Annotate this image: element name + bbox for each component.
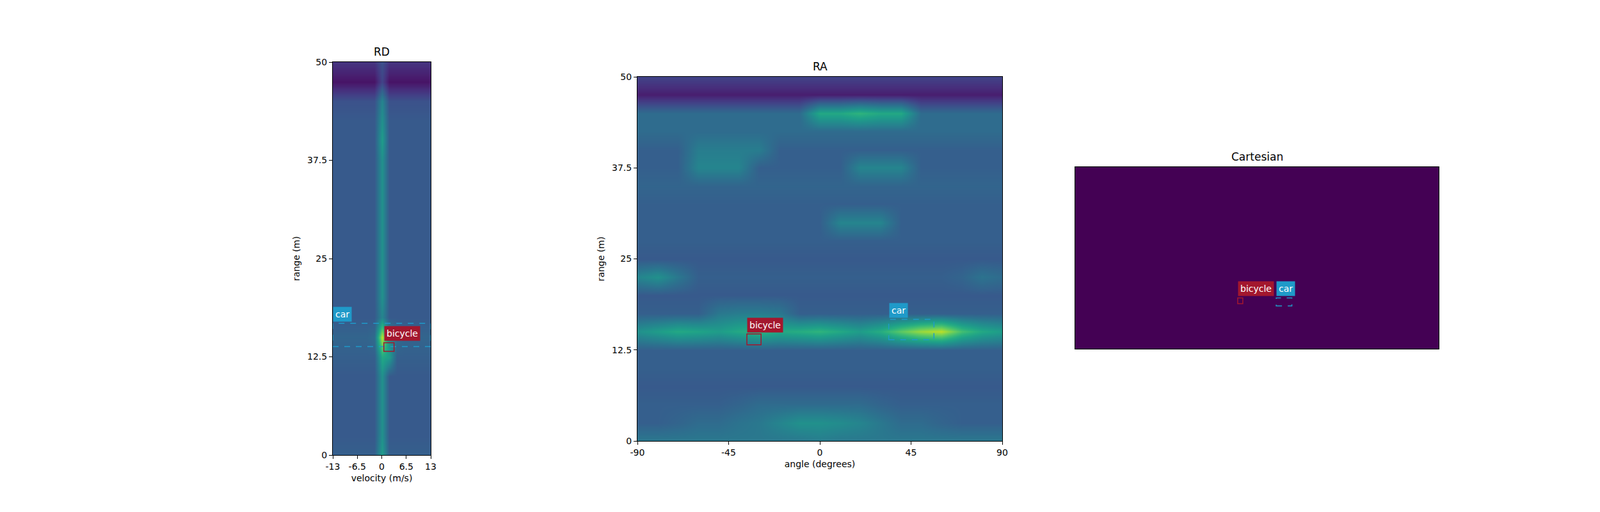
svg-text:car: car (1278, 283, 1293, 294)
svg-text:range (m): range (m) (595, 236, 607, 282)
svg-text:50: 50 (620, 71, 632, 82)
svg-text:0: 0 (321, 449, 328, 461)
svg-text:0: 0 (625, 435, 632, 447)
svg-text:velocity (m/s): velocity (m/s) (351, 472, 413, 484)
svg-text:bicycle: bicycle (749, 320, 781, 331)
svg-text:bicycle: bicycle (1240, 283, 1272, 294)
svg-text:-45: -45 (721, 447, 736, 458)
svg-text:0: 0 (817, 447, 824, 458)
svg-text:0: 0 (378, 461, 385, 472)
svg-text:RD: RD (373, 45, 390, 59)
svg-text:range (m): range (m) (291, 236, 302, 281)
svg-text:45: 45 (905, 447, 918, 458)
svg-text:car: car (335, 309, 350, 320)
svg-text:-13: -13 (325, 461, 341, 472)
svg-text:Cartesian: Cartesian (1231, 150, 1284, 164)
svg-text:25: 25 (620, 253, 632, 264)
svg-text:RA: RA (812, 60, 828, 73)
svg-text:25: 25 (315, 253, 328, 264)
svg-text:6.5: 6.5 (399, 461, 414, 472)
svg-text:12.5: 12.5 (611, 344, 632, 356)
svg-text:13: 13 (424, 461, 437, 472)
svg-text:12.5: 12.5 (307, 351, 328, 362)
svg-text:angle (degrees): angle (degrees) (784, 458, 856, 470)
svg-text:bicycle: bicycle (386, 328, 418, 339)
svg-text:car: car (891, 305, 906, 316)
svg-text:-6.5: -6.5 (348, 461, 367, 472)
svg-text:37.5: 37.5 (611, 162, 632, 173)
svg-text:90: 90 (996, 447, 1008, 458)
svg-text:37.5: 37.5 (307, 154, 328, 166)
svg-text:-90: -90 (630, 447, 646, 458)
svg-text:50: 50 (315, 56, 328, 68)
